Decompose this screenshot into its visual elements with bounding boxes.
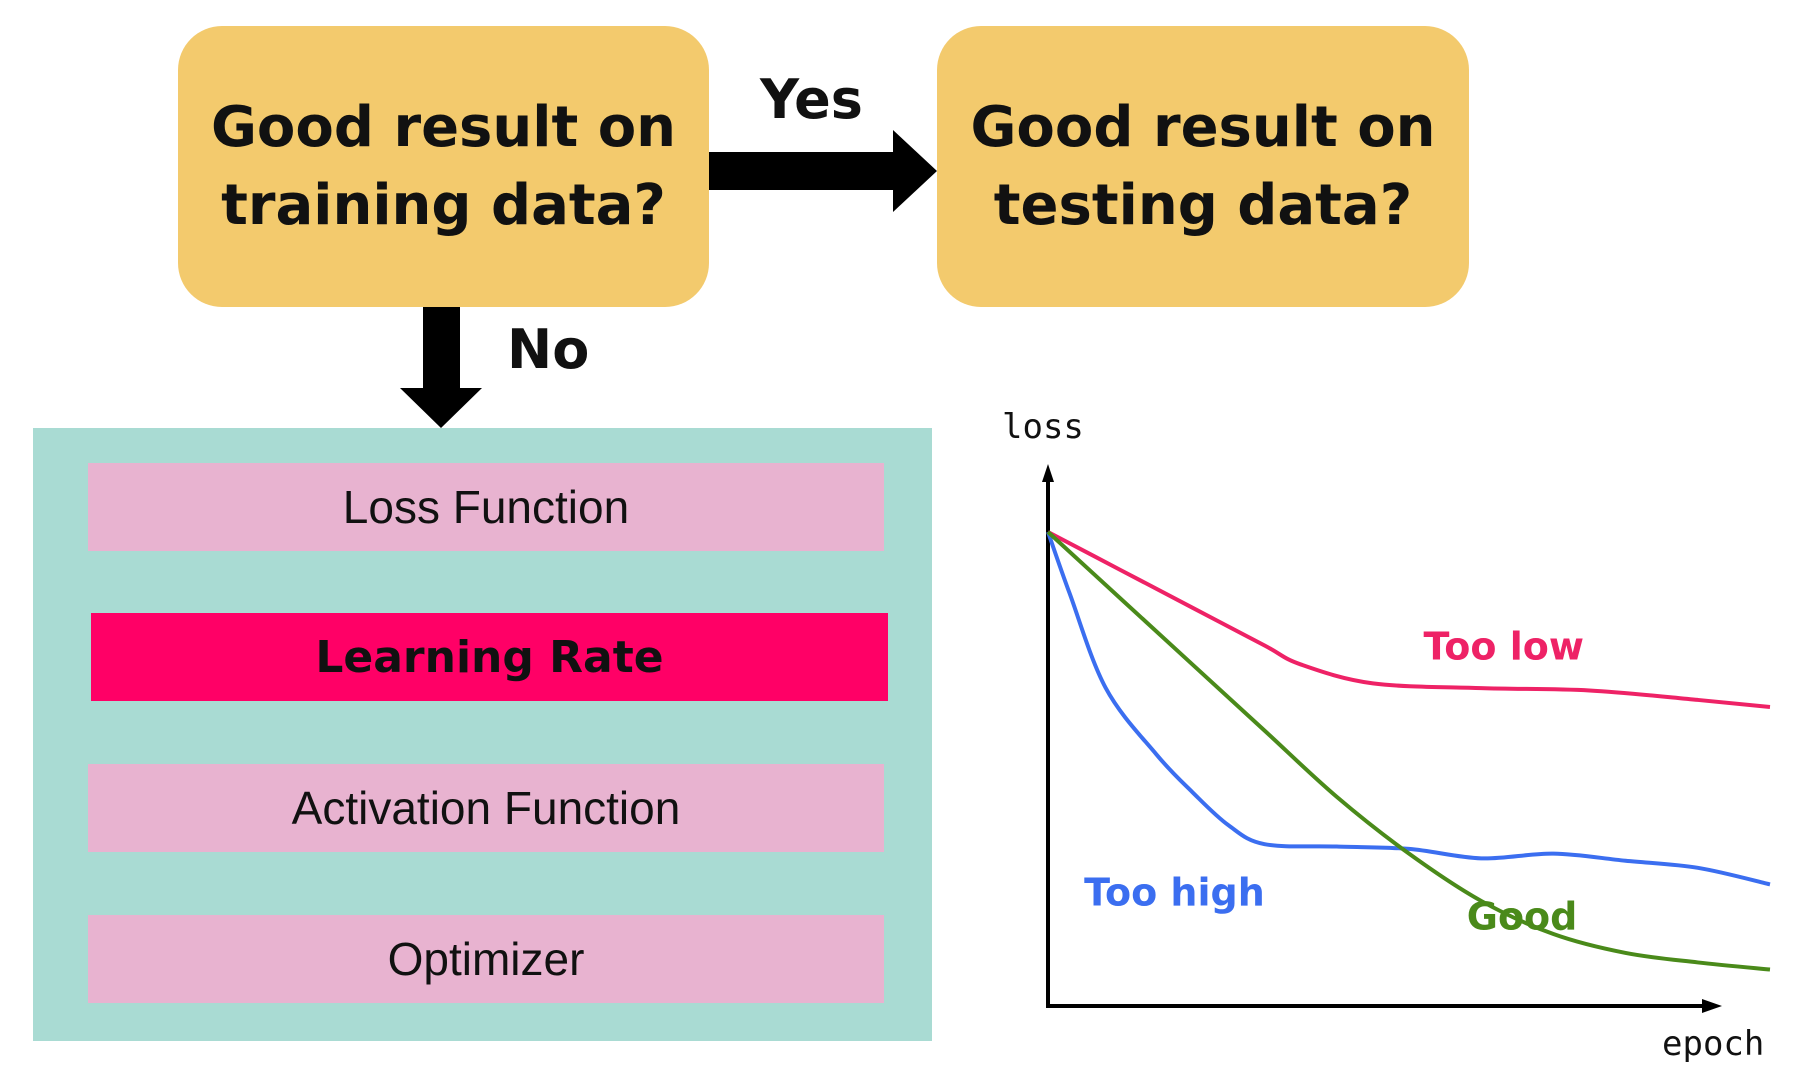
option-activation-function-label: Activation Function xyxy=(291,782,681,834)
series-label-too-high: Too high xyxy=(1084,871,1265,915)
series-line-too-high xyxy=(1046,531,1771,887)
testing-data-question-box: Good result on testing data? xyxy=(937,26,1469,307)
testing-data-question-text: Good result on testing data? xyxy=(970,94,1436,238)
yes-arrow xyxy=(709,130,937,212)
series-layer xyxy=(1046,530,1771,972)
y-axis-arrowhead xyxy=(1042,464,1054,482)
option-learning-rate-label: Learning Rate xyxy=(315,631,664,683)
option-loss-function-label: Loss Function xyxy=(342,481,630,533)
option-optimizer-label: Optimizer xyxy=(387,933,585,985)
tuning-options-panel: Loss Function Learning Rate Activation F… xyxy=(33,428,932,1041)
series-line-good xyxy=(1046,530,1771,972)
training-data-question-box: Good result on training data? xyxy=(178,26,709,307)
series-labels: Too low Too high Good xyxy=(1084,625,1584,939)
option-learning-rate: Learning Rate xyxy=(91,613,888,701)
series-label-good: Good xyxy=(1467,894,1578,938)
option-optimizer: Optimizer xyxy=(88,915,884,1003)
series-line-too-low xyxy=(1047,530,1771,710)
option-loss-function: Loss Function xyxy=(88,463,884,551)
no-label: No xyxy=(507,318,590,381)
yes-label: Yes xyxy=(760,68,863,131)
y-axis-label: loss xyxy=(1002,407,1084,447)
x-axis-label: epoch xyxy=(1662,1024,1764,1064)
no-arrow xyxy=(400,307,482,428)
x-axis-arrowhead xyxy=(1702,999,1722,1013)
option-activation-function: Activation Function xyxy=(88,764,884,852)
series-label-too-low: Too low xyxy=(1423,625,1584,669)
loss-curve-chart: loss epoch Too low Too high Good xyxy=(1002,407,1771,1064)
training-data-question-text: Good result on training data? xyxy=(210,94,677,238)
